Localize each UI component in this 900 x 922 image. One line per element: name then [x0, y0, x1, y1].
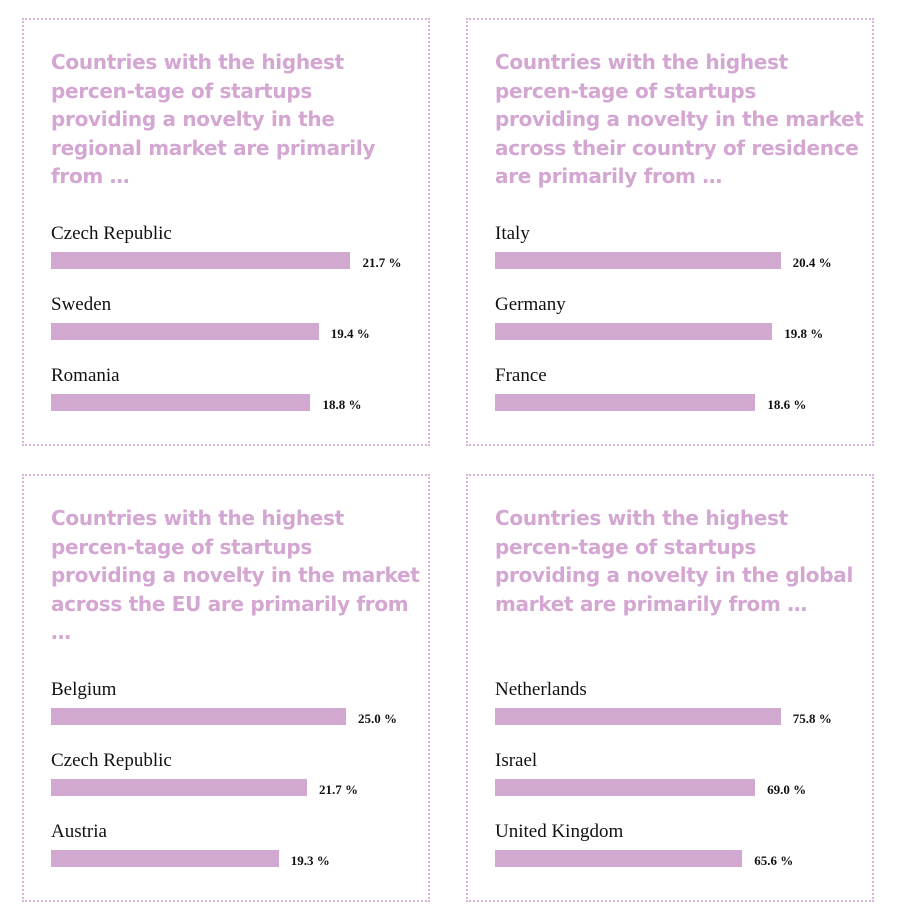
bar	[51, 708, 346, 725]
data-label: 21.7 %	[362, 255, 402, 270]
bar	[495, 323, 773, 340]
bar	[51, 779, 308, 796]
category-label: Italy	[495, 223, 530, 244]
chart-panel: Countries with the highest percen-​tage …	[466, 474, 874, 902]
data-label: 19.4 %	[330, 326, 370, 341]
category-label: Sweden	[51, 294, 112, 315]
chart-title: Countries with the highest percen-​tage …	[51, 50, 376, 188]
bar	[51, 394, 311, 411]
category-label: France	[495, 365, 547, 386]
bar	[495, 394, 756, 411]
bar	[495, 252, 781, 269]
data-label: 20.4 %	[792, 255, 832, 270]
data-label: 18.6 %	[767, 397, 807, 412]
data-label: 21.7 %	[319, 782, 359, 797]
bar	[51, 850, 279, 867]
category-label: Romania	[51, 365, 120, 386]
chart-title: Countries with the highest percen-​tage …	[51, 506, 420, 644]
chart-panel: Countries with the highest percen-​tage …	[22, 18, 430, 446]
category-label: Germany	[495, 294, 566, 315]
category-label: Belgium	[51, 679, 117, 700]
chart-title: Countries with the highest percen-​tage …	[495, 50, 864, 188]
bar	[495, 708, 781, 725]
chart-title: Countries with the highest percen-​tage …	[495, 506, 854, 616]
data-label: 75.8 %	[792, 711, 832, 726]
category-label: Czech Republic	[51, 750, 172, 771]
bar	[51, 252, 351, 269]
data-label: 19.3 %	[290, 853, 330, 868]
bar	[51, 323, 319, 340]
data-label: 65.6 %	[754, 853, 794, 868]
category-label: Austria	[51, 821, 107, 842]
category-label: Czech Republic	[51, 223, 172, 244]
bar	[495, 850, 743, 867]
chart-panel: Countries with the highest percen-​tage …	[22, 474, 430, 902]
chart-panel: Countries with the highest percen-​tage …	[466, 18, 874, 446]
category-label: Netherlands	[495, 679, 587, 700]
data-label: 18.8 %	[322, 397, 362, 412]
bar	[495, 779, 756, 796]
category-label: United Kingdom	[495, 821, 624, 842]
data-label: 69.0 %	[767, 782, 807, 797]
category-label: Israel	[495, 750, 538, 771]
data-label: 25.0 %	[358, 711, 397, 726]
data-label: 19.8 %	[784, 326, 824, 341]
